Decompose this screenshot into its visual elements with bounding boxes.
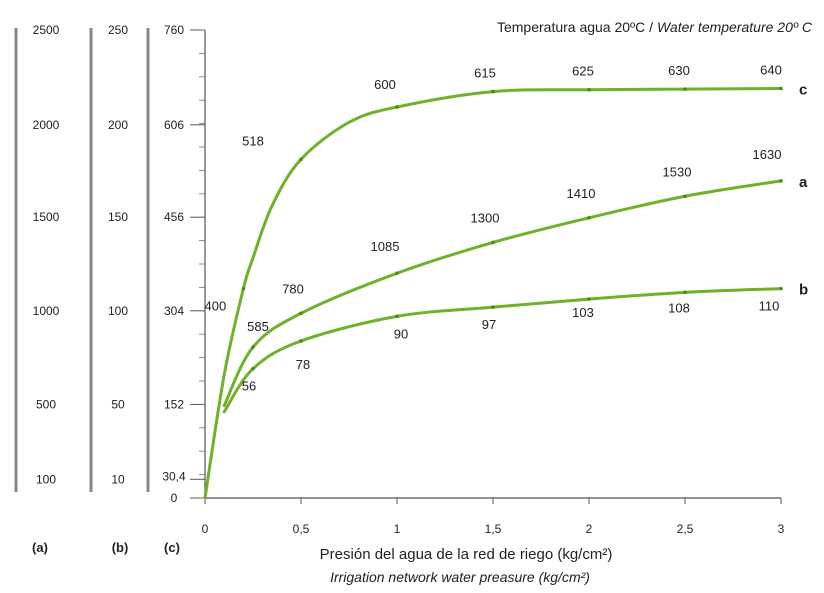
data-label: 780 xyxy=(282,281,304,296)
data-label: 97 xyxy=(482,317,496,332)
y-tick-label: 500 xyxy=(36,397,56,411)
data-label: 400 xyxy=(205,299,227,314)
series-line-b xyxy=(222,287,783,414)
series-name-c: c xyxy=(799,82,807,99)
y-tick-label: 152 xyxy=(164,397,184,411)
data-label: 1085 xyxy=(371,239,400,254)
y-tick-label: 150 xyxy=(108,210,128,224)
data-label: 1410 xyxy=(567,186,596,201)
data-point xyxy=(299,311,303,316)
data-label: 600 xyxy=(374,77,396,92)
y-tick-label: 606 xyxy=(164,118,184,132)
y-scales: 1005001000150020002500(a)105010015020025… xyxy=(32,23,205,555)
data-point xyxy=(491,89,495,94)
y-tick-label: 2000 xyxy=(33,118,60,132)
x-tick-label: 0 xyxy=(202,522,209,536)
data-point xyxy=(779,179,783,183)
y-tick-label: 30,4 xyxy=(162,469,186,483)
y-tick-label: 2500 xyxy=(33,23,60,37)
data-label: 78 xyxy=(296,357,310,372)
data-point xyxy=(491,240,495,245)
y-tick-label: 304 xyxy=(164,304,184,318)
scale-bars xyxy=(14,28,150,492)
y-tick-label: 50 xyxy=(111,397,125,411)
data-point xyxy=(683,87,687,91)
data-label: 103 xyxy=(572,305,594,320)
data-point xyxy=(587,216,591,220)
data-point xyxy=(779,86,783,91)
x-tick-label: 2,5 xyxy=(677,522,694,536)
data-label: 108 xyxy=(668,300,690,315)
y-tick-label: 760 xyxy=(164,23,184,37)
data-point xyxy=(395,314,399,319)
data-point xyxy=(251,345,255,349)
x-tick-label: 3 xyxy=(778,522,785,536)
data-point xyxy=(491,305,495,309)
data-label: 625 xyxy=(572,64,594,79)
data-label: 630 xyxy=(668,63,690,78)
scale-name: (a) xyxy=(32,540,48,555)
y-tick-label: 250 xyxy=(108,23,128,37)
series-name-b: b xyxy=(799,282,808,299)
x-tick-label: 2 xyxy=(586,522,593,536)
y-tick-label: 200 xyxy=(108,118,128,132)
data-labels: 585 780 1085 1300 1410 1530 1630 56 78 90 97 103 108… xyxy=(205,63,782,394)
data-point xyxy=(299,339,303,343)
data-label: 1530 xyxy=(663,164,692,179)
y-tick-label: 100 xyxy=(36,472,56,486)
series-names: a b c xyxy=(799,82,808,299)
x-ticks: 0 0,5 1 1,5 2 2,5 3 xyxy=(202,498,785,536)
data-point xyxy=(395,105,399,109)
data-label: 56 xyxy=(242,379,256,394)
data-label: 1300 xyxy=(471,210,500,225)
y-tick-label: 1500 xyxy=(33,210,60,224)
data-point xyxy=(395,271,399,276)
x-axis-title: Presión del agua de la red de riego (kg/… xyxy=(320,546,613,563)
data-point xyxy=(241,286,246,291)
data-label: 640 xyxy=(760,63,782,78)
scale-name: (b) xyxy=(112,540,129,555)
data-point xyxy=(299,157,303,162)
data-point xyxy=(587,87,591,92)
data-label: 615 xyxy=(474,66,496,81)
x-tick-label: 0,5 xyxy=(293,522,310,536)
series-line-a xyxy=(222,179,783,408)
data-label: 90 xyxy=(394,326,408,341)
axes xyxy=(204,30,781,499)
x-tick-label: 1 xyxy=(394,522,401,536)
data-label: 1630 xyxy=(753,147,782,162)
data-point xyxy=(683,290,687,295)
y-tick-label: 1000 xyxy=(33,304,60,318)
data-label: 585 xyxy=(247,319,269,334)
y-tick-label: 456 xyxy=(164,210,184,224)
data-point xyxy=(251,366,255,371)
y-tick-label: 100 xyxy=(108,304,128,318)
data-label: 110 xyxy=(759,299,780,314)
series-curves xyxy=(203,86,783,500)
scale-name: (c) xyxy=(164,540,180,555)
data-point xyxy=(683,194,687,199)
series-line-c xyxy=(203,87,783,500)
data-point xyxy=(779,286,783,291)
data-point xyxy=(587,297,591,301)
x-tick-label: 1,5 xyxy=(485,522,502,536)
y-tick-label: 0 xyxy=(171,491,178,505)
x-axis-title-english: Irrigation network water preasure (kg/cm… xyxy=(330,569,590,585)
data-label: 518 xyxy=(242,133,264,148)
series-name-a: a xyxy=(799,174,808,191)
chart-title: Temperatura agua 20ºC / Water temperatur… xyxy=(497,19,813,35)
y-tick-label: 10 xyxy=(111,472,125,486)
